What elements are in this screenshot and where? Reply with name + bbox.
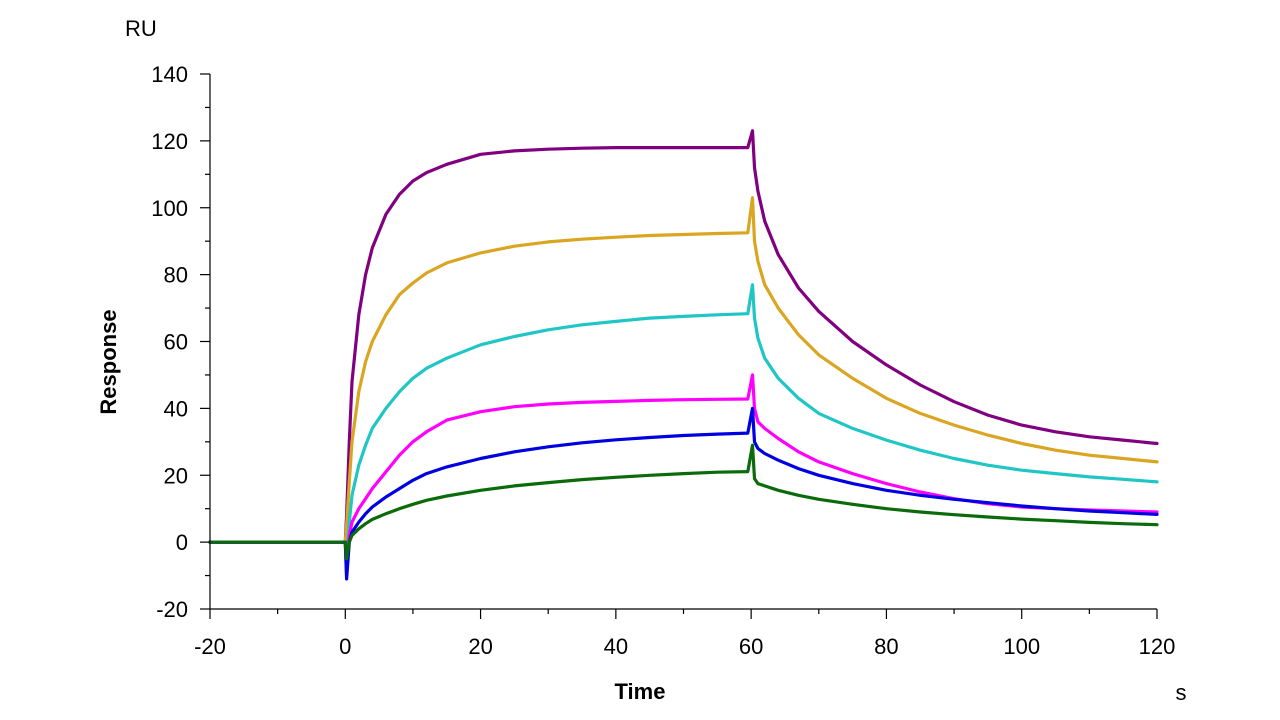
- x-tick-label: 40: [604, 634, 628, 659]
- y-tick-label: 100: [151, 196, 188, 221]
- x-tick-label: 100: [1003, 634, 1040, 659]
- y-tick-label: 0: [176, 530, 188, 555]
- y-tick-label: 20: [164, 463, 188, 488]
- x-tick-label: 80: [874, 634, 898, 659]
- series-line-1: [208, 129, 1159, 544]
- series-line-2: [208, 196, 1159, 544]
- labels-layer: -20 0 20 40 60 80 100 120 140 -20 0 20 40 60 80 100 120 R…: [96, 16, 1187, 705]
- y-tick-label: 60: [164, 330, 188, 355]
- x-unit-label: s: [1176, 680, 1187, 705]
- x-tick-label: 20: [468, 634, 492, 659]
- x-tick-label: 60: [739, 634, 763, 659]
- y-axis-title: Response: [96, 309, 121, 414]
- series-line-6: [208, 443, 1159, 561]
- x-axis-title: Time: [615, 679, 666, 704]
- y-unit-label: RU: [125, 16, 157, 41]
- y-tick-label: 120: [151, 129, 188, 154]
- series-line-3: [208, 283, 1159, 564]
- y-tick-label: 40: [164, 396, 188, 421]
- x-tick-label: 0: [339, 634, 351, 659]
- series-layer: [208, 129, 1159, 581]
- y-tick-label: 140: [151, 62, 188, 87]
- series-line-5: [208, 406, 1159, 581]
- axes-layer: [200, 73, 1158, 619]
- x-tick-label: -20: [194, 634, 226, 659]
- x-tick-label: 120: [1139, 634, 1176, 659]
- y-tick-label: -20: [156, 597, 188, 622]
- y-tick-label: 80: [164, 263, 188, 288]
